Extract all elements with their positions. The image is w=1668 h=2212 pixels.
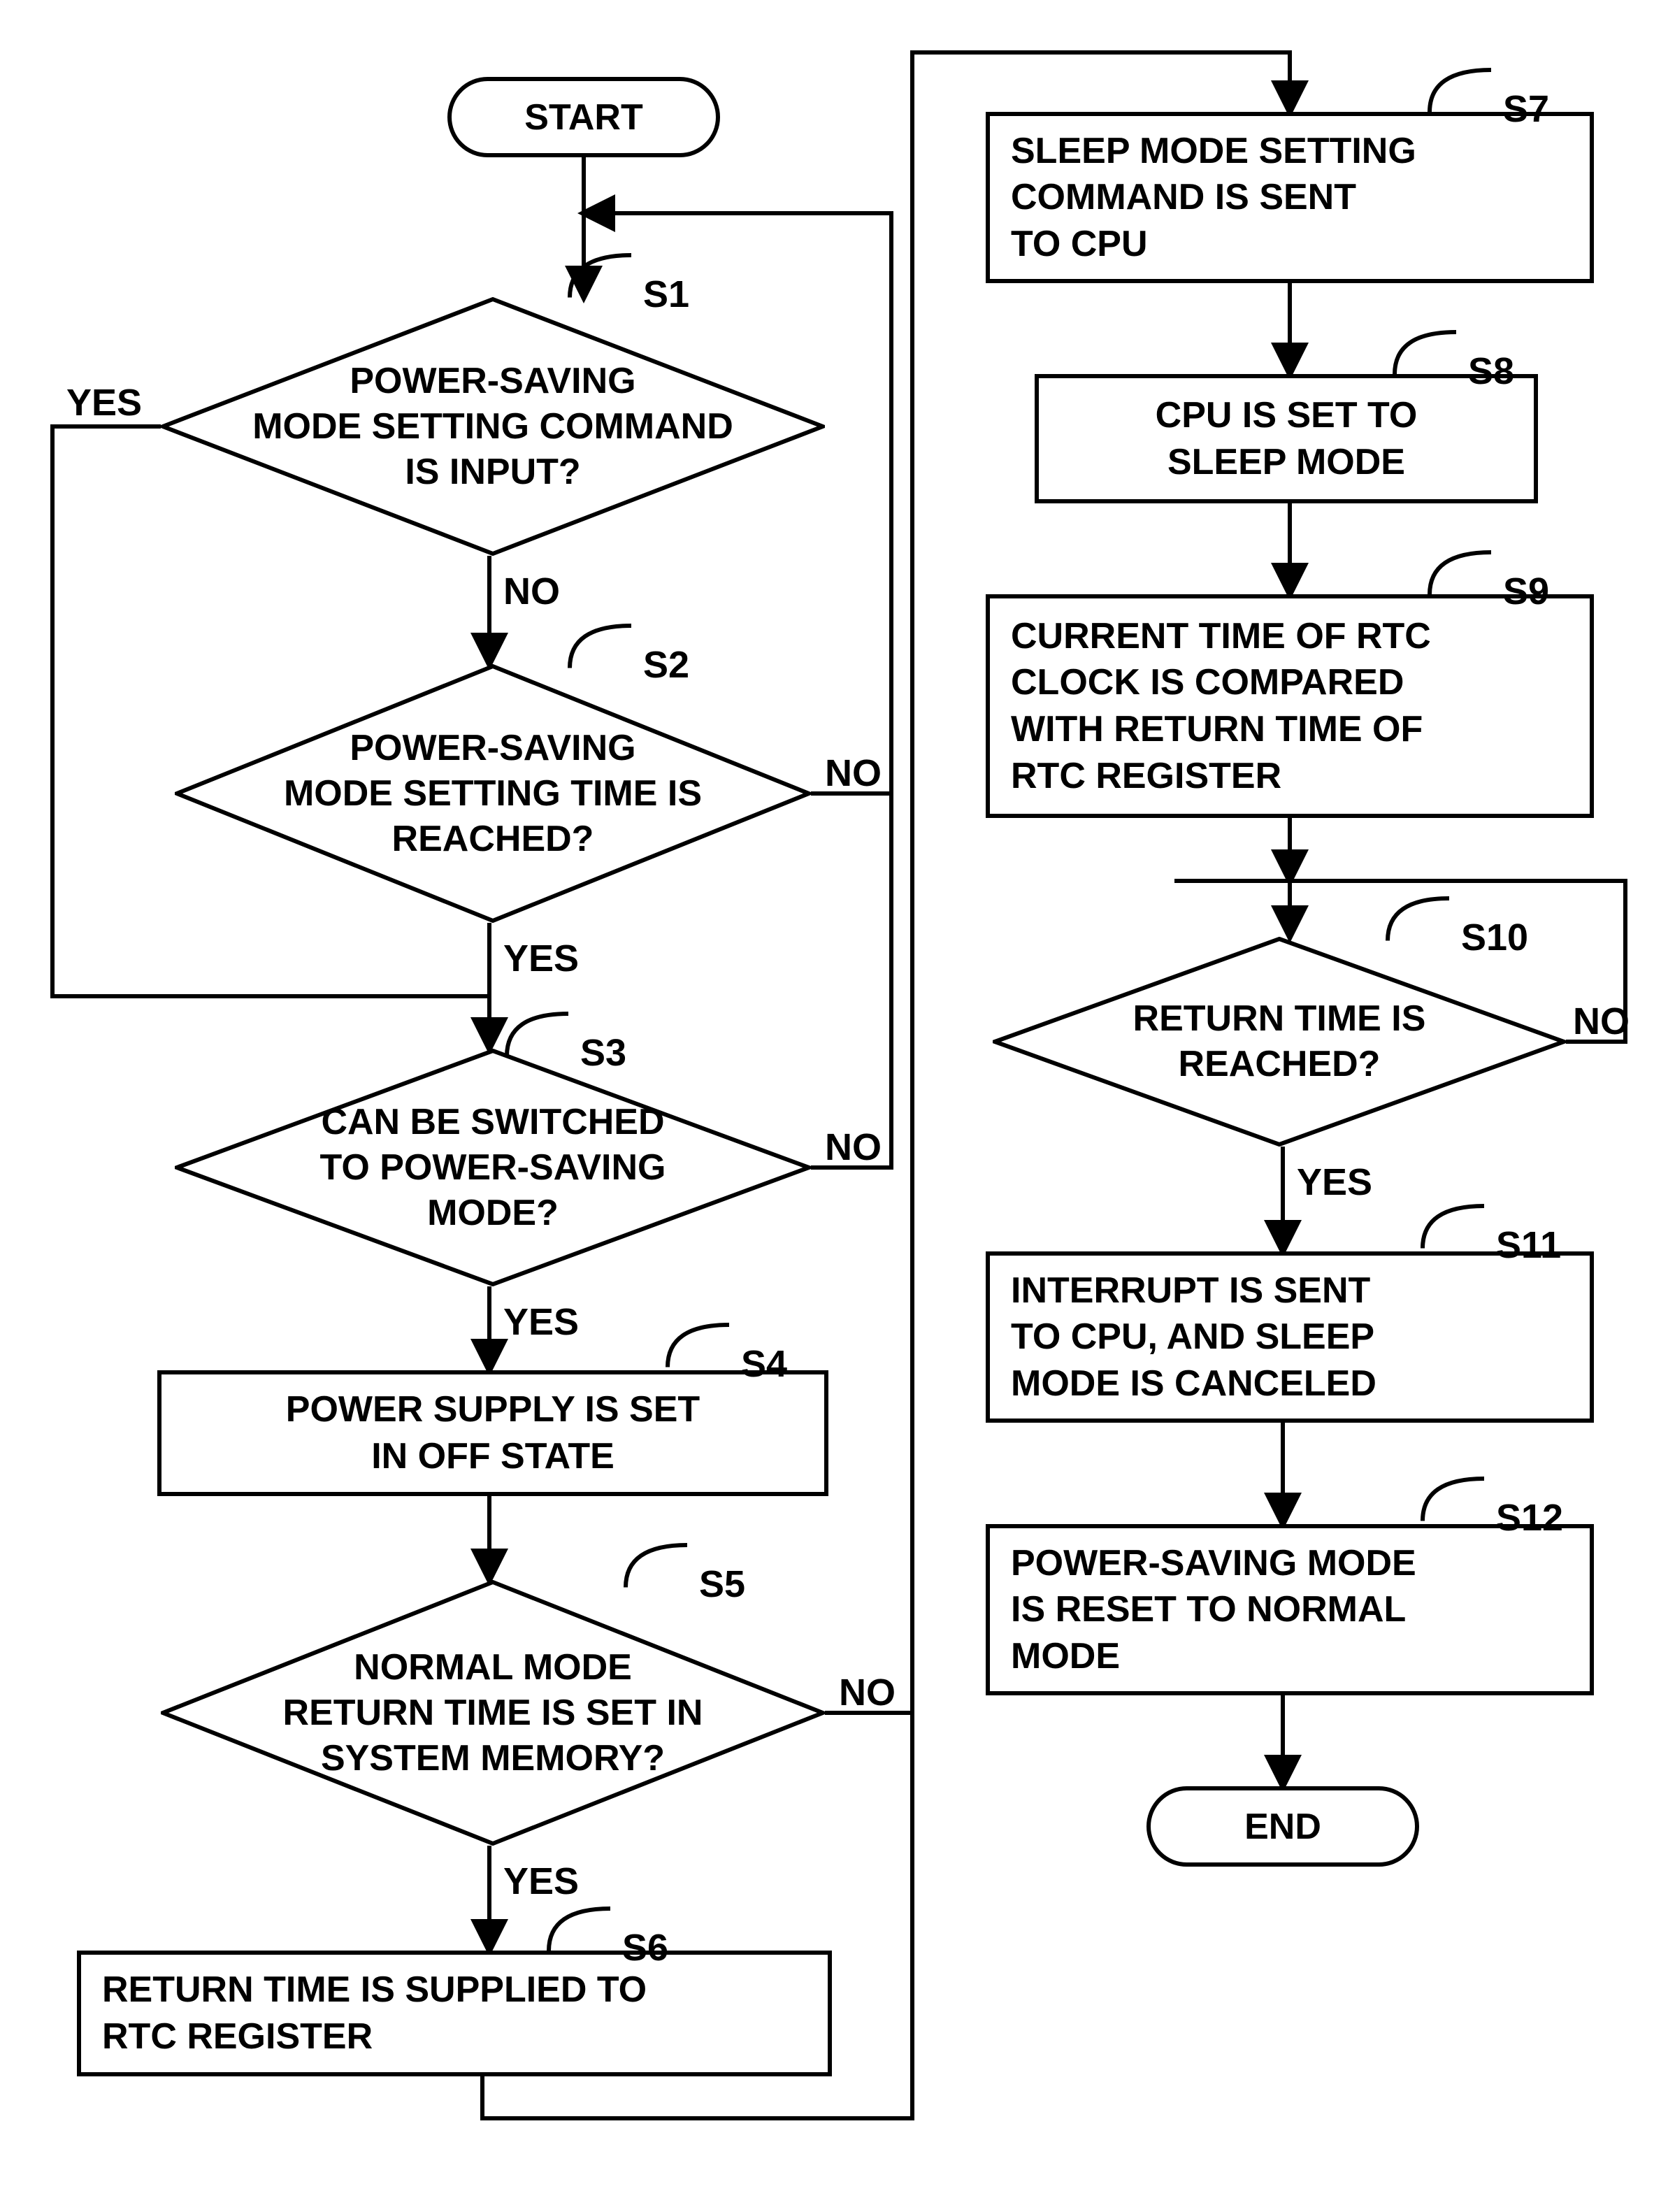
- s7-node: SLEEP MODE SETTING COMMAND IS SENT TO CP…: [986, 112, 1594, 283]
- end-node: END: [1146, 1786, 1419, 1867]
- s6-label: RETURN TIME IS SUPPLIED TO RTC REGISTER: [102, 1967, 647, 2060]
- s8-label: CPU IS SET TO SLEEP MODE: [1156, 392, 1418, 485]
- step-label-S8: S8: [1468, 350, 1514, 393]
- s2-label: POWER-SAVING MODE SETTING TIME IS REACHE…: [284, 726, 702, 862]
- flowchart-canvas: START POWER-SAVING MODE SETTING COMMAND I…: [0, 0, 1668, 2212]
- s1-node: POWER-SAVING MODE SETTING COMMAND IS INP…: [161, 297, 825, 556]
- step-arc-11: [1423, 1479, 1484, 1521]
- step-arc-3: [668, 1325, 729, 1367]
- edge-label-s3_no: NO: [825, 1126, 882, 1169]
- start-node: START: [447, 77, 720, 157]
- step-label-S6: S6: [622, 1926, 668, 1969]
- s10-node: RETURN TIME IS REACHED?: [993, 937, 1566, 1147]
- end-label: END: [1244, 1806, 1321, 1848]
- step-label-S4: S4: [741, 1342, 787, 1386]
- s2-node: POWER-SAVING MODE SETTING TIME IS REACHE…: [175, 664, 811, 923]
- s7-label: SLEEP MODE SETTING COMMAND IS SENT TO CP…: [1011, 128, 1416, 268]
- step-label-S9: S9: [1503, 570, 1549, 613]
- s9-node: CURRENT TIME OF RTC CLOCK IS COMPARED WI…: [986, 594, 1594, 818]
- step-arc-9: [1388, 898, 1449, 941]
- s5-label: NORMAL MODE RETURN TIME IS SET IN SYSTEM…: [283, 1645, 703, 1781]
- edge-label-s5_yes: YES: [503, 1860, 579, 1903]
- step-arc-5: [549, 1909, 610, 1951]
- s9-label: CURRENT TIME OF RTC CLOCK IS COMPARED WI…: [1011, 613, 1431, 799]
- s4-label: POWER SUPPLY IS SET IN OFF STATE: [286, 1386, 700, 1479]
- s11-node: INTERRUPT IS SENT TO CPU, AND SLEEP MODE…: [986, 1251, 1594, 1423]
- step-arc-10: [1423, 1206, 1484, 1249]
- step-arc-0: [570, 255, 631, 298]
- s6-node: RETURN TIME IS SUPPLIED TO RTC REGISTER: [77, 1951, 832, 2076]
- s12-label: POWER-SAVING MODE IS RESET TO NORMAL MOD…: [1011, 1540, 1416, 1680]
- step-label-S11: S11: [1496, 1223, 1561, 1267]
- step-arc-1: [570, 626, 631, 668]
- edge-label-s1_no: NO: [503, 570, 560, 613]
- s4-node: POWER SUPPLY IS SET IN OFF STATE: [157, 1370, 828, 1496]
- s1-label: POWER-SAVING MODE SETTING COMMAND IS INP…: [252, 359, 733, 495]
- edge-label-s10_yes: YES: [1297, 1161, 1372, 1204]
- s3-label: CAN BE SWITCHED TO POWER-SAVING MODE?: [320, 1100, 666, 1236]
- edge-label-s2_no: NO: [825, 752, 882, 795]
- s12-node: POWER-SAVING MODE IS RESET TO NORMAL MOD…: [986, 1524, 1594, 1695]
- start-label: START: [524, 96, 642, 138]
- edge-label-s5_no: NO: [839, 1671, 896, 1714]
- s10-label: RETURN TIME IS REACHED?: [1133, 996, 1426, 1087]
- edge-label-s2_yes: YES: [503, 937, 579, 980]
- s8-node: CPU IS SET TO SLEEP MODE: [1035, 374, 1538, 503]
- s5-node: NORMAL MODE RETURN TIME IS SET IN SYSTEM…: [161, 1580, 825, 1846]
- edge-label-s1_yes: YES: [66, 381, 142, 424]
- edge-label-s3_yes: YES: [503, 1300, 579, 1344]
- edge-label-s10_no: NO: [1573, 1000, 1630, 1043]
- step-label-S12: S12: [1496, 1496, 1563, 1539]
- step-arc-7: [1395, 332, 1456, 375]
- step-arc-8: [1430, 552, 1491, 595]
- step-arc-6: [1430, 70, 1491, 113]
- s3-node: CAN BE SWITCHED TO POWER-SAVING MODE?: [175, 1049, 811, 1286]
- step-label-S7: S7: [1503, 87, 1549, 131]
- s11-label: INTERRUPT IS SENT TO CPU, AND SLEEP MODE…: [1011, 1267, 1376, 1407]
